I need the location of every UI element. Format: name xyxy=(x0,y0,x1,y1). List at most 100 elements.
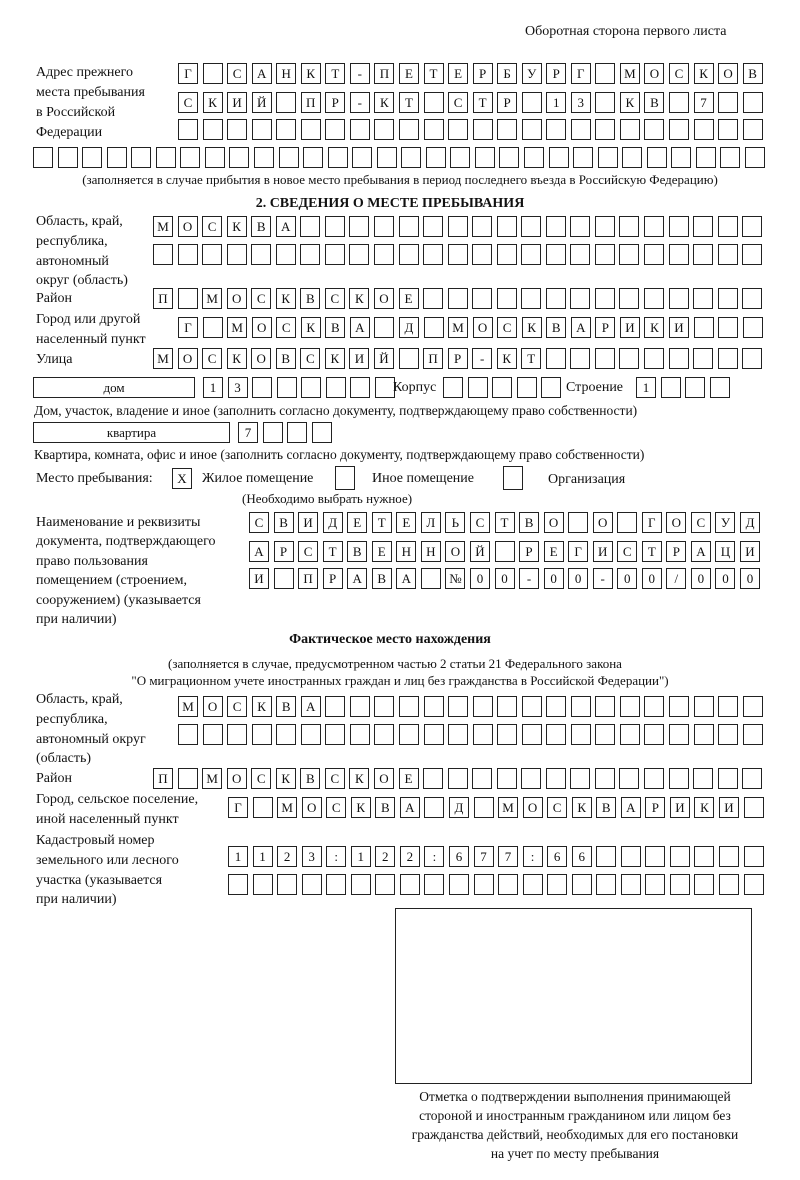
char-cell[interactable] xyxy=(718,724,739,745)
char-cell[interactable] xyxy=(548,147,569,168)
char-cell[interactable]: 0 xyxy=(740,568,760,589)
char-cell[interactable]: О xyxy=(251,348,272,369)
char-cell[interactable] xyxy=(472,119,493,140)
char-cell[interactable]: О xyxy=(226,768,247,789)
char-cell[interactable]: И xyxy=(719,797,739,818)
char-cell[interactable]: Й xyxy=(373,348,394,369)
char-cell[interactable] xyxy=(327,147,348,168)
char-cell[interactable] xyxy=(349,724,370,745)
char-cell[interactable] xyxy=(278,147,299,168)
char-cell[interactable] xyxy=(472,696,493,717)
char-cell[interactable] xyxy=(472,244,493,265)
char-cell[interactable] xyxy=(743,797,764,818)
char-cell[interactable] xyxy=(546,724,567,745)
char-cell[interactable]: - xyxy=(349,63,370,84)
char-cell[interactable]: К xyxy=(350,797,371,818)
char-cell[interactable] xyxy=(717,216,738,237)
char-cell[interactable]: Д xyxy=(322,512,343,533)
char-cell[interactable] xyxy=(349,696,370,717)
char-cell[interactable] xyxy=(398,216,419,237)
char-cell[interactable]: К xyxy=(619,92,640,113)
char-cell[interactable] xyxy=(521,768,542,789)
char-cell[interactable]: К xyxy=(275,768,296,789)
char-cell[interactable]: С xyxy=(497,317,518,338)
char-cell[interactable] xyxy=(473,797,494,818)
char-cell[interactable] xyxy=(620,874,641,895)
char-cell[interactable] xyxy=(541,377,562,398)
char-cell[interactable]: С xyxy=(469,512,490,533)
char-cell[interactable] xyxy=(373,244,394,265)
char-cell[interactable] xyxy=(693,119,714,140)
char-cell[interactable]: В xyxy=(347,541,368,562)
char-cell[interactable] xyxy=(131,147,152,168)
char-cell[interactable]: К xyxy=(300,63,321,84)
option-organization-checkbox[interactable] xyxy=(503,466,523,490)
char-cell[interactable] xyxy=(276,92,297,113)
char-cell[interactable] xyxy=(177,768,198,789)
char-cell[interactable]: Н xyxy=(420,541,441,562)
char-cell[interactable]: О xyxy=(373,768,394,789)
char-cell[interactable]: Д xyxy=(398,317,419,338)
char-cell[interactable] xyxy=(326,874,347,895)
char-cell[interactable] xyxy=(474,147,495,168)
char-cell[interactable] xyxy=(275,244,296,265)
char-cell[interactable]: С xyxy=(202,216,223,237)
char-cell[interactable]: В xyxy=(273,512,294,533)
char-cell[interactable]: А xyxy=(251,63,272,84)
char-cell[interactable]: Т xyxy=(322,541,343,562)
char-cell[interactable]: 0 xyxy=(617,568,638,589)
char-cell[interactable] xyxy=(742,696,763,717)
char-cell[interactable]: О xyxy=(373,288,394,309)
char-cell[interactable] xyxy=(693,696,714,717)
char-cell[interactable]: А xyxy=(347,568,368,589)
char-cell[interactable]: № xyxy=(445,568,466,589)
char-cell[interactable]: П xyxy=(153,288,173,309)
char-cell[interactable] xyxy=(570,216,591,237)
char-cell[interactable] xyxy=(376,147,397,168)
char-cell[interactable]: Т xyxy=(325,63,346,84)
char-cell[interactable]: - xyxy=(592,568,613,589)
char-cell[interactable] xyxy=(516,377,537,398)
char-cell[interactable]: Т xyxy=(494,512,515,533)
char-cell[interactable] xyxy=(373,216,394,237)
char-cell[interactable] xyxy=(423,768,444,789)
char-cell[interactable] xyxy=(497,696,518,717)
char-cell[interactable]: 0 xyxy=(568,568,589,589)
char-cell[interactable]: Р xyxy=(497,92,518,113)
char-cell[interactable]: К xyxy=(226,348,247,369)
char-cell[interactable] xyxy=(717,348,738,369)
char-cell[interactable]: К xyxy=(226,216,247,237)
char-cell[interactable] xyxy=(252,797,273,818)
char-cell[interactable] xyxy=(448,119,469,140)
char-cell[interactable]: В xyxy=(251,216,272,237)
char-cell[interactable]: В xyxy=(644,92,665,113)
char-cell[interactable] xyxy=(570,119,591,140)
char-cell[interactable]: О xyxy=(177,216,198,237)
char-cell[interactable]: А xyxy=(690,541,711,562)
char-cell[interactable] xyxy=(743,846,764,867)
char-cell[interactable]: Е xyxy=(398,288,419,309)
char-cell[interactable] xyxy=(644,244,664,265)
char-cell[interactable] xyxy=(717,288,738,309)
char-cell[interactable] xyxy=(300,724,321,745)
char-cell[interactable] xyxy=(594,348,615,369)
char-cell[interactable] xyxy=(423,119,444,140)
char-cell[interactable] xyxy=(494,541,515,562)
char-cell[interactable] xyxy=(669,846,690,867)
char-cell[interactable] xyxy=(448,724,469,745)
char-cell[interactable]: С xyxy=(324,288,345,309)
char-cell[interactable] xyxy=(522,874,543,895)
char-cell[interactable]: С xyxy=(276,317,297,338)
char-cell[interactable] xyxy=(325,696,346,717)
char-cell[interactable] xyxy=(202,119,223,140)
char-cell[interactable] xyxy=(645,874,666,895)
char-cell[interactable] xyxy=(349,244,370,265)
char-cell[interactable] xyxy=(467,377,488,398)
char-cell[interactable]: О xyxy=(177,348,198,369)
char-cell[interactable]: М xyxy=(153,216,173,237)
char-cell[interactable] xyxy=(450,147,471,168)
char-cell[interactable] xyxy=(374,377,395,398)
char-cell[interactable]: У xyxy=(715,512,736,533)
char-cell[interactable] xyxy=(374,696,395,717)
char-cell[interactable]: К xyxy=(693,63,714,84)
